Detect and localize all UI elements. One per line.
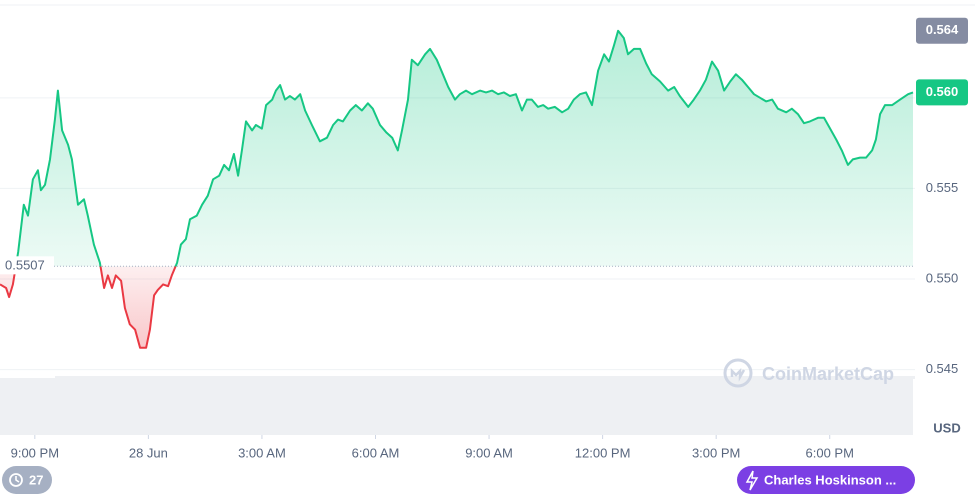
last-price-tag [916,79,968,106]
watermark: CoinMarketCap [762,364,894,384]
x-tick-label: 3:00 PM [692,445,740,460]
watermark-logo [723,358,753,388]
price-area [0,30,913,348]
x-tick-label: 3:00 AM [238,445,286,460]
baseline-label-bg [0,256,54,275]
x-tick-label: 6:00 PM [806,445,854,460]
x-tick-label: 9:00 AM [465,445,513,460]
last-price-label: 0.560 [926,84,959,99]
high-label: 0.564 [926,22,959,37]
price-line [0,29,914,349]
x-tick-label: 9:00 PM [11,445,59,460]
history-count: 27 [29,472,43,487]
baseline-label: 0.5507 [5,258,45,273]
x-tick-label: 6:00 AM [352,445,400,460]
y-tick-label: 0.550 [926,270,959,285]
volume-area [0,376,915,435]
high-tag [916,17,968,44]
x-tick-label: 28 Jun [129,445,168,460]
news-title: Charles Hoskinson ... [764,472,896,487]
currency-label: USD [933,420,960,435]
x-tick-label: 12:00 PM [575,445,631,460]
y-tick-label: 0.545 [926,361,959,376]
y-tick-label: 0.555 [926,180,959,195]
news-badge[interactable]: Charles Hoskinson ... [737,466,915,494]
history-badge[interactable]: 27 [2,466,52,494]
